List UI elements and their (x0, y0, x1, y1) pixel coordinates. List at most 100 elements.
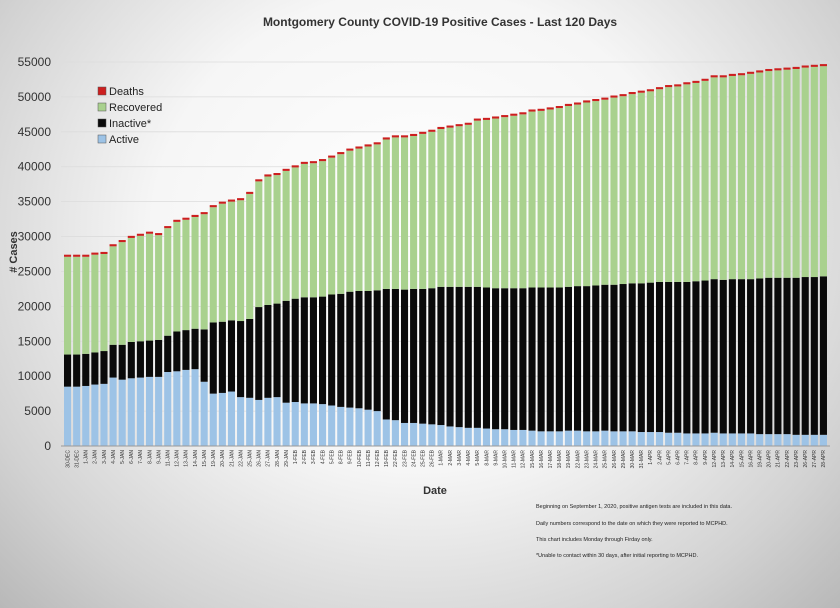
x-tick-label: 16-MAR (539, 450, 545, 469)
bar-active (300, 403, 308, 446)
bar-active (364, 409, 372, 446)
bar-deaths (555, 105, 563, 109)
bar-deaths (118, 240, 126, 243)
x-tick-label: 14-APR (730, 450, 736, 468)
bar-deaths (637, 90, 645, 93)
x-tick-label: 4-MAR (466, 450, 472, 466)
y-tick-label: 55000 (18, 55, 52, 69)
x-tick-label: 23-MAR (584, 450, 590, 469)
bar-inactive (182, 330, 190, 370)
x-tick-label: 31-DEC (74, 450, 80, 468)
bar-recovered (191, 217, 199, 329)
bar-active (683, 433, 691, 446)
x-tick-label: 31-MAR (639, 450, 645, 469)
bar-active (264, 397, 272, 446)
bar-active (701, 433, 709, 446)
bar-inactive (428, 288, 436, 425)
bar-deaths (801, 65, 809, 68)
bar-inactive (574, 286, 582, 431)
bar-deaths (428, 129, 436, 132)
bar-recovered (400, 137, 409, 290)
x-tick-label: 26-FEB (430, 449, 436, 467)
bar-active (747, 433, 755, 446)
x-axis-ticks: 30-DEC 31-DEC 1-JAN 2-JAN 3-JAN 4-JAN 5-JAN 6-J… (65, 449, 827, 468)
legend-swatch-deaths (97, 86, 107, 96)
x-tick-label: 4-JAN (111, 450, 117, 464)
bar-recovered (819, 66, 827, 277)
bar-active (309, 403, 317, 446)
bar-deaths (419, 131, 427, 134)
y-axis-ticks: 0 5000 10000 15000 20000 25000 30000 35000 40000… (18, 55, 52, 453)
bar-deaths (145, 231, 154, 234)
x-tick-label: 24-FEB (411, 449, 417, 467)
bar-deaths (756, 70, 764, 73)
bar-active (601, 430, 609, 446)
bar-deaths (173, 219, 181, 222)
bar-active (492, 429, 500, 446)
x-tick-label: 15-APR (739, 450, 745, 468)
x-tick-label: 24-MAR (594, 450, 600, 469)
bar-active (665, 432, 673, 446)
bar-deaths (164, 226, 172, 229)
bar-deaths (246, 191, 254, 194)
x-tick-label: 19-APR (758, 450, 764, 468)
x-tick-label: 28-APR (821, 450, 827, 468)
bar-recovered (173, 221, 181, 332)
bar-recovered (64, 256, 72, 355)
y-tick-label: 0 (44, 439, 51, 453)
bar-inactive (410, 288, 418, 423)
bar-deaths (701, 78, 709, 81)
bar-inactive (218, 321, 226, 393)
bar-deaths (674, 84, 682, 87)
bar-deaths (492, 116, 500, 119)
bar-deaths (564, 103, 572, 106)
bar-deaths (382, 137, 390, 140)
legend-label-recovered: Recovered (109, 102, 162, 114)
bar-active (328, 405, 336, 446)
bar-deaths (64, 254, 72, 257)
bar-recovered (619, 96, 627, 285)
legend-swatch-inactive (97, 118, 107, 128)
x-tick-label: 4-FEB (320, 449, 326, 464)
bar-inactive (337, 293, 345, 407)
bar-deaths (182, 217, 190, 220)
bar-deaths (355, 146, 363, 149)
bar-recovered (519, 114, 527, 289)
bar-inactive (774, 277, 782, 435)
bar-recovered (246, 193, 254, 319)
x-tick-label: 14-JAN (193, 450, 199, 467)
bar-recovered (637, 92, 645, 284)
x-tick-label: 10-MAR (503, 450, 509, 469)
bar-deaths (783, 67, 791, 70)
bar-recovered (492, 118, 500, 289)
bar-active (783, 434, 791, 446)
x-tick-label: 12-FEB (375, 449, 381, 467)
bar-recovered (218, 203, 226, 322)
bar-deaths (592, 99, 600, 102)
bar-inactive (646, 282, 654, 433)
bar-deaths (400, 135, 409, 138)
bar-inactive (564, 286, 572, 431)
bar-inactive (628, 283, 636, 432)
bar-recovered (801, 67, 809, 278)
bar-recovered (501, 117, 509, 289)
x-tick-label: 8-FEB (339, 449, 345, 464)
bar-active (64, 386, 72, 446)
bar-deaths (73, 254, 81, 257)
bar-deaths (309, 161, 317, 164)
bar-active (400, 422, 409, 446)
bar-active (592, 431, 600, 446)
bar-recovered (91, 254, 99, 353)
bar-inactive (136, 341, 144, 378)
bar-active (819, 434, 827, 446)
bar-inactive (583, 286, 591, 432)
bar-deaths (501, 115, 509, 118)
footnote-1: Beginning on September 1, 2020, positive… (536, 504, 732, 510)
bar-deaths (136, 233, 144, 236)
bar-inactive (683, 281, 691, 434)
bar-inactive (255, 307, 263, 400)
x-tick-label: 1-JAN (84, 450, 90, 464)
bar-inactive (637, 283, 645, 433)
bar-inactive (419, 288, 427, 424)
bar-active (155, 376, 163, 446)
